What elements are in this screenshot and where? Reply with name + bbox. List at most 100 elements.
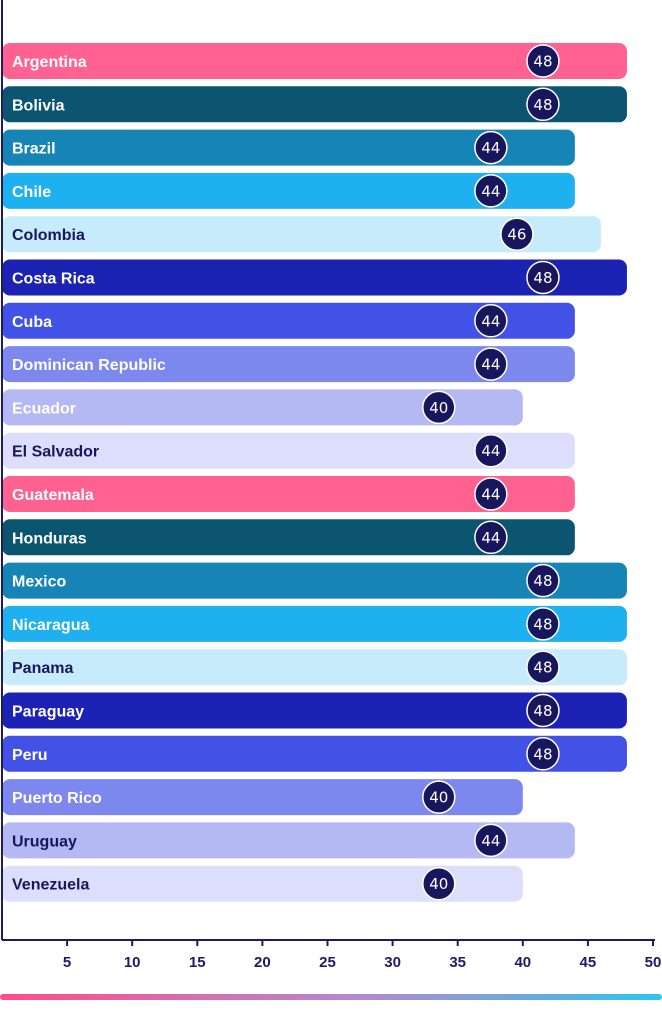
- bar-group: Cuba 44: [2, 302, 575, 339]
- x-tick-label: 15: [189, 954, 206, 971]
- value-badge: [500, 217, 534, 251]
- x-tick-label: 5: [63, 954, 71, 971]
- bar-group: Colombia 46: [2, 216, 601, 253]
- bar-group: Paraguay 48: [2, 692, 627, 729]
- bar: [2, 129, 575, 166]
- value-badge: [526, 607, 560, 641]
- x-tick-label: 45: [580, 954, 597, 971]
- bar-category-label: Ecuador: [12, 400, 76, 417]
- value-badge: [526, 737, 560, 771]
- x-tick-label: 30: [384, 954, 401, 971]
- bar-value-label: 44: [481, 182, 500, 200]
- x-tick-label: 25: [319, 954, 336, 971]
- bars-layer: Argentina 48 Bolivia 48 Brazil 44 Chile 44 Colom…: [2, 43, 627, 902]
- bar: [2, 865, 523, 902]
- bar-category-label: Panama: [12, 660, 73, 677]
- value-badge: [422, 780, 456, 814]
- bar-group: Honduras 44: [2, 519, 575, 556]
- bar-category-label: Brazil: [12, 141, 56, 158]
- x-tick-label: 20: [254, 954, 271, 971]
- bar-value-label: 48: [533, 615, 552, 633]
- bar-group: Dominican Republic 44: [2, 346, 575, 383]
- x-tick-label: 50: [645, 954, 662, 971]
- bar-category-label: Costa Rica: [12, 271, 95, 288]
- bar: [2, 519, 575, 556]
- x-axis-ticks: 5 10 15 20 25 30 35 40 45 50: [63, 940, 661, 971]
- value-badge: [474, 304, 508, 338]
- bar-category-label: Bolivia: [12, 97, 65, 114]
- bar-category-label: Chile: [12, 184, 51, 201]
- gradient-strip: [0, 994, 662, 1000]
- bar-group: Nicaragua 48: [2, 605, 627, 642]
- bar-group: Bolivia 48: [2, 86, 627, 123]
- bar: [2, 822, 575, 859]
- value-badge: [474, 520, 508, 555]
- bar-value-label: 48: [533, 745, 552, 763]
- bar-value-label: 48: [533, 572, 552, 590]
- bar-value-label: 40: [429, 399, 448, 417]
- value-badge: [526, 693, 560, 728]
- bar-group: Uruguay 44: [2, 822, 575, 859]
- bar-group: El Salvador 44: [2, 432, 575, 469]
- bar: [2, 389, 523, 426]
- x-tick-label: 10: [124, 954, 141, 971]
- bar-value-label: 44: [481, 486, 500, 504]
- bar-value-label: 44: [481, 442, 500, 460]
- bar-category-label: Puerto Rico: [12, 790, 102, 807]
- bar-value-label: 44: [481, 529, 500, 547]
- bar-value-label: 48: [533, 702, 552, 720]
- bar-category-label: Paraguay: [12, 704, 84, 721]
- value-badge: [526, 650, 560, 684]
- bar: [2, 605, 627, 642]
- value-badge: [474, 347, 508, 381]
- bar-category-label: Honduras: [12, 530, 87, 547]
- bar: [2, 86, 627, 123]
- value-badge: [526, 260, 560, 295]
- value-badge: [474, 130, 508, 165]
- bar-group: Costa Rica 48: [2, 259, 627, 296]
- bar: [2, 216, 601, 253]
- bar-category-label: Peru: [12, 747, 48, 764]
- value-badge: [474, 477, 508, 511]
- bar-group: Guatemala 44: [2, 476, 575, 512]
- bar-category-label: El Salvador: [12, 444, 99, 461]
- bar-value-label: 44: [481, 832, 500, 850]
- bar-value-label: 48: [533, 269, 552, 287]
- value-badge: [526, 563, 560, 598]
- bar-group: Puerto Rico 40: [2, 779, 523, 816]
- bar-value-label: 46: [507, 226, 526, 244]
- bar-value-label: 44: [481, 139, 500, 157]
- bar-value-label: 40: [429, 875, 448, 893]
- bar-category-label: Mexico: [12, 574, 66, 591]
- bar: [2, 779, 523, 816]
- value-badge: [474, 174, 508, 208]
- bar: [2, 649, 627, 686]
- bar-value-label: 48: [533, 53, 552, 71]
- bar: [2, 432, 575, 469]
- bar-value-label: 48: [533, 96, 552, 114]
- value-badge: [474, 823, 508, 858]
- bar-value-label: 44: [481, 356, 500, 374]
- bar-category-label: Argentina: [12, 54, 87, 71]
- bar: [2, 692, 627, 729]
- value-badge: [422, 390, 456, 425]
- bar: [2, 735, 627, 772]
- bar: [2, 302, 575, 339]
- bar-value-label: 44: [481, 312, 500, 330]
- bar: [2, 259, 627, 296]
- bar-category-label: Uruguay: [12, 833, 77, 850]
- value-badge: [474, 433, 508, 468]
- bar-group: Ecuador 40: [2, 389, 523, 426]
- bar-value-label: 48: [533, 659, 552, 677]
- bar-group: Peru 48: [2, 735, 627, 772]
- bar: [2, 172, 575, 209]
- bar-category-label: Guatemala: [12, 487, 94, 504]
- x-tick-label: 35: [449, 954, 466, 971]
- value-badge: [526, 44, 560, 78]
- bar-group: Panama 48: [2, 649, 627, 686]
- bar-category-label: Venezuela: [12, 877, 89, 894]
- bar-category-label: Nicaragua: [12, 617, 89, 634]
- bar-category-label: Dominican Republic: [12, 357, 166, 374]
- bar: [2, 476, 575, 512]
